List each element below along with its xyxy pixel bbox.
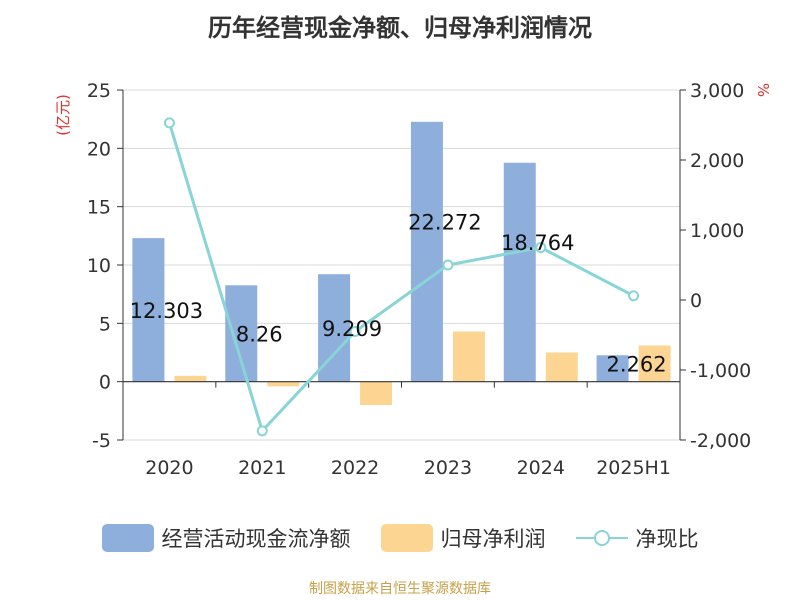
x-tick-label: 2020 — [145, 457, 193, 479]
legend: 经营活动现金流净额 归母净利润 净现比 — [0, 518, 800, 558]
chart-title: 历年经营现金净额、归母净利润情况 — [208, 14, 592, 42]
x-tick-label: 2022 — [331, 457, 379, 479]
bar-net-profit — [638, 345, 671, 382]
point-ratio — [628, 290, 640, 302]
data-label-cashflow: 8.26 — [236, 322, 283, 346]
point-ratio — [349, 326, 361, 337]
y-right-tick-label: -2,000 — [690, 430, 751, 452]
x-tick-label: 2023 — [424, 457, 472, 479]
bar-cashflow — [132, 238, 165, 382]
y-left-tick-label: 5 — [99, 313, 111, 335]
bar-net-profit — [452, 331, 485, 382]
y-right-unit: % — [754, 83, 772, 97]
y-right-tick-label: 3,000 — [690, 80, 744, 102]
data-label-cashflow: 9.209 — [322, 317, 382, 341]
y-left-tick-label: -5 — [92, 430, 111, 452]
bar-cashflow — [410, 121, 443, 382]
y-left-tick-label: 10 — [87, 255, 111, 277]
y-left-unit: (亿元) — [54, 94, 72, 136]
y-left-tick-label: 25 — [87, 80, 111, 102]
y-right-tick-label: 0 — [690, 290, 702, 312]
bar-net-profit — [174, 375, 207, 382]
source-note: 制图数据来自恒生聚源数据库 — [309, 581, 491, 597]
legend-item-ratio[interactable]: 净现比 — [575, 523, 699, 553]
data-label-cashflow: 22.272 — [408, 211, 481, 235]
point-ratio — [442, 259, 454, 271]
data-label-cashflow: 18.764 — [501, 231, 574, 255]
bar-net-profit — [545, 352, 578, 382]
point-ratio — [256, 425, 268, 437]
line-ratio — [167, 122, 635, 434]
y-left-tick-label: 15 — [87, 197, 111, 219]
legend-swatch-net-profit — [380, 524, 433, 552]
legend-swatch-cashflow — [101, 524, 154, 552]
legend-item-cashflow[interactable]: 经营活动现金流净额 — [101, 523, 351, 553]
bar-net-profit — [360, 381, 393, 405]
x-tick-label: 2024 — [517, 457, 565, 479]
data-label-cashflow: 12.303 — [130, 299, 203, 323]
bar-net-profit — [267, 381, 300, 387]
x-tick-label: 2025H1 — [596, 457, 671, 479]
y-right-tick-label: -1,000 — [690, 360, 751, 382]
data-label-cashflow: 2.262 — [607, 352, 667, 376]
point-ratio — [163, 117, 175, 129]
x-tick-label: 2021 — [238, 457, 286, 479]
y-right-tick-label: 1,000 — [690, 220, 744, 242]
point-ratio — [535, 242, 547, 253]
legend-label-ratio: 净现比 — [635, 527, 699, 551]
legend-label-cashflow: 经营活动现金流净额 — [161, 527, 351, 551]
y-left-tick-label: 20 — [87, 138, 111, 160]
legend-item-net-profit[interactable]: 归母净利润 — [380, 523, 546, 553]
bar-cashflow — [596, 355, 629, 382]
bar-cashflow — [503, 162, 536, 382]
legend-label-net-profit: 归母净利润 — [440, 527, 546, 551]
legend-swatch-ratio — [575, 524, 628, 552]
y-left-tick-label: 0 — [99, 372, 111, 394]
y-right-tick-label: 2,000 — [690, 150, 744, 172]
